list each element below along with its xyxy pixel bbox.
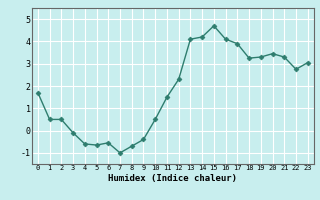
X-axis label: Humidex (Indice chaleur): Humidex (Indice chaleur) xyxy=(108,174,237,183)
